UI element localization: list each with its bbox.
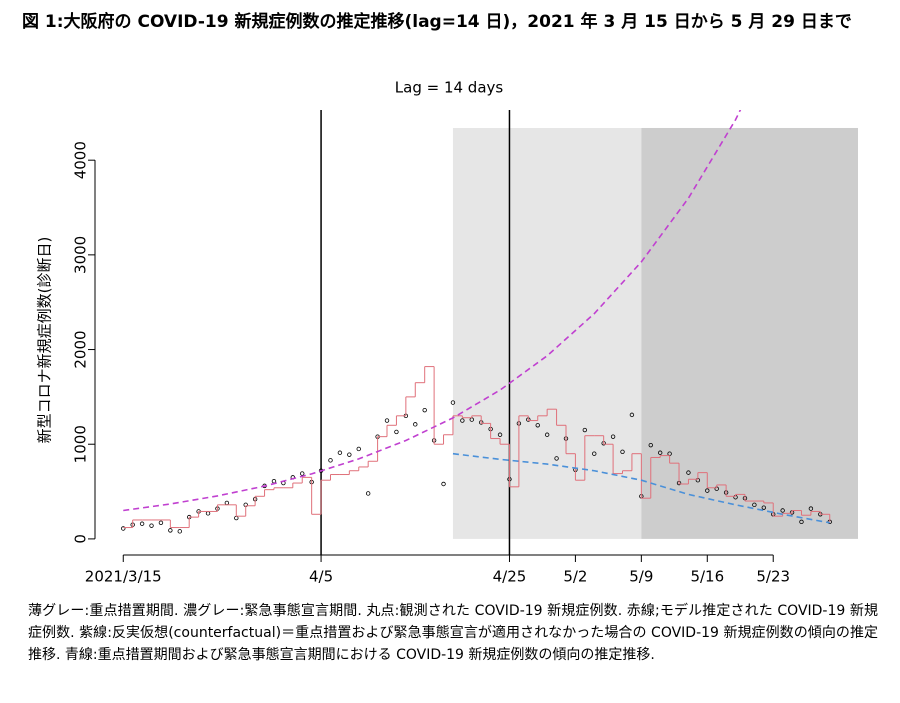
observed-point <box>648 442 653 448</box>
trend-line <box>123 110 742 512</box>
observed-point <box>328 458 333 463</box>
y-tick-label: 0 <box>72 534 90 544</box>
observed-point <box>657 450 663 455</box>
observed-point <box>592 451 597 456</box>
plot-area <box>121 110 832 534</box>
y-tick-label: 2000 <box>72 330 90 368</box>
x-tick-label: 5/16 <box>690 568 724 586</box>
chart-title: Lag = 14 days <box>395 79 504 97</box>
observed-point <box>347 452 352 457</box>
observed-point <box>460 418 465 423</box>
observed-point <box>610 434 616 439</box>
observed-point <box>271 478 277 484</box>
x-tick-label: 4/25 <box>493 568 527 586</box>
observed-point <box>384 418 390 423</box>
observed-point <box>686 470 691 475</box>
y-axis-label: 新型コロナ新規症例数(診断日) <box>36 237 54 444</box>
x-tick-label: 5/9 <box>629 568 653 586</box>
chart: Lag = 14 days 新型コロナ新規症例数(診断日) 0 1000 2000 3… <box>36 79 858 586</box>
observed-point <box>497 432 503 437</box>
observed-point <box>799 519 804 525</box>
observed-point <box>620 449 625 454</box>
observed-point <box>413 422 418 427</box>
observed-point <box>422 407 427 413</box>
x-tick-label: 5/23 <box>756 568 790 586</box>
trend-line <box>452 452 830 524</box>
observed-point <box>337 450 343 455</box>
observed-point <box>705 488 710 493</box>
observed-point <box>234 515 239 521</box>
observed-point <box>441 481 446 487</box>
observed-point <box>121 526 126 531</box>
shaded-period <box>641 127 858 539</box>
x-tick-label: 5/2 <box>563 568 587 586</box>
x-tick-label: 4/5 <box>309 568 333 586</box>
observed-point <box>752 502 757 508</box>
observed-point <box>535 423 540 428</box>
observed-point <box>450 400 456 405</box>
observed-point <box>554 456 559 461</box>
observed-point <box>394 429 399 435</box>
y-tick-label: 1000 <box>72 425 90 463</box>
observed-point <box>139 521 145 526</box>
observed-point <box>158 520 164 526</box>
observed-point <box>224 500 230 506</box>
observed-point <box>544 432 550 437</box>
observed-point <box>149 523 154 528</box>
observed-point <box>629 412 635 418</box>
y-tick-label: 4000 <box>72 141 90 179</box>
y-tick-label: 3000 <box>72 236 90 274</box>
caption: 薄グレー:重点措置期間. 濃グレー:緊急事態宣言期間. 丸点:観測された COV… <box>28 603 878 663</box>
observed-point <box>356 446 361 452</box>
figure-title: 図 1:大阪府の COVID-19 新規症例数の推定推移(lag=14 日)，2… <box>22 12 852 32</box>
observed-point <box>808 506 814 511</box>
observed-point <box>365 491 371 496</box>
shaded-period <box>452 127 642 539</box>
observed-point <box>780 508 785 513</box>
x-tick-label: 2021/3/15 <box>85 568 162 586</box>
observed-point <box>300 471 305 476</box>
observed-point <box>205 511 211 516</box>
observed-point <box>761 505 767 510</box>
observed-point <box>582 427 588 433</box>
observed-point <box>177 529 182 534</box>
observed-point <box>168 528 173 533</box>
